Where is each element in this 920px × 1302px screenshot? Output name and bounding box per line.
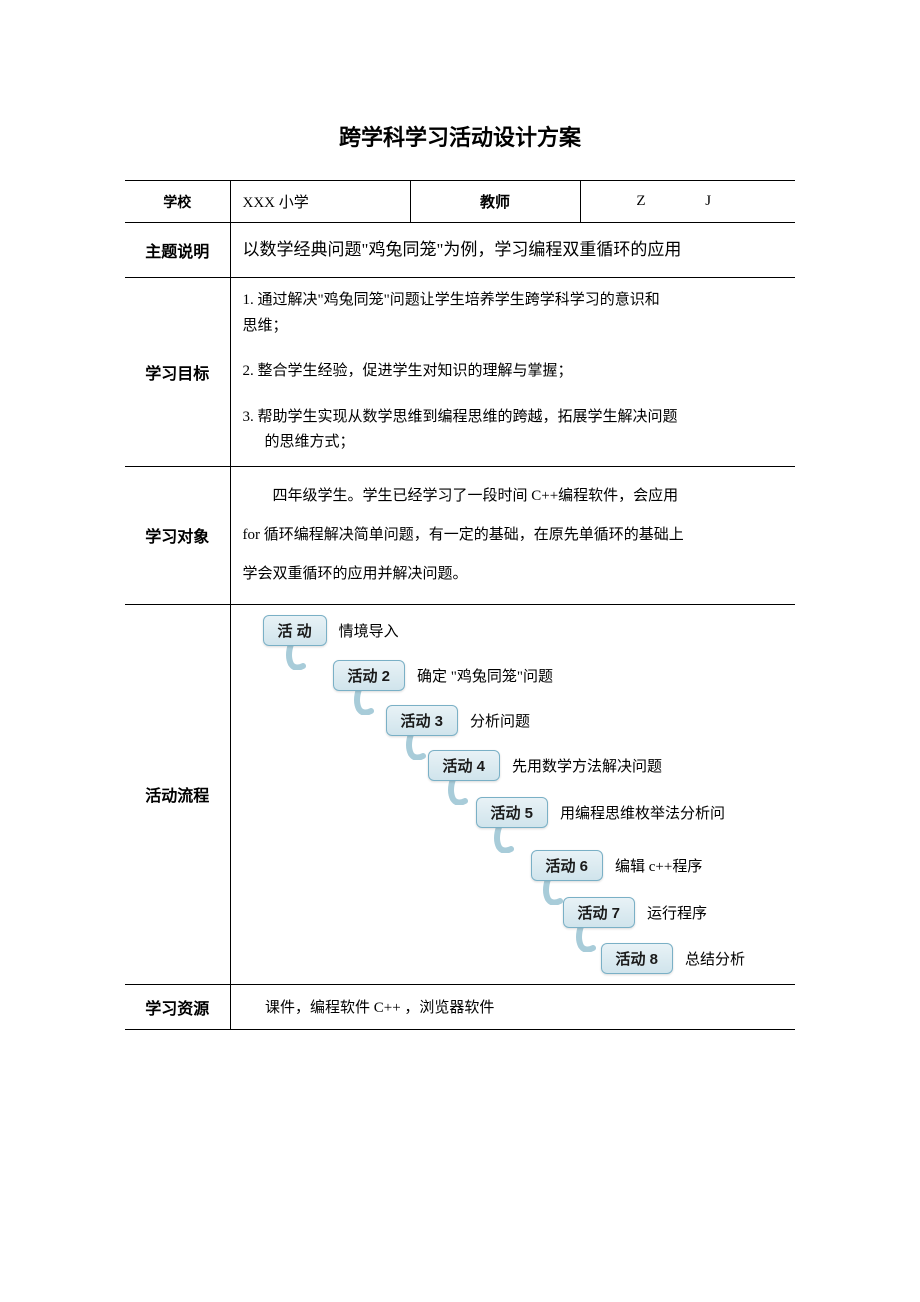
topic-text: 以数学经典问题"鸡兔同笼"为例，学习编程双重循环的应用 <box>230 223 795 278</box>
audience-label: 学习对象 <box>125 466 230 604</box>
flow-connector-3 <box>403 732 427 760</box>
flow-step-box-2: 活动 2 <box>333 660 406 691</box>
row-topic: 主题说明 以数学经典问题"鸡兔同笼"为例，学习编程双重循环的应用 <box>125 223 795 278</box>
school-label: 学校 <box>125 181 230 223</box>
flow-connector-4 <box>445 777 469 805</box>
flow-step-box-4: 活动 4 <box>428 750 501 781</box>
audience-line1: 四年级学生。学生已经学习了一段时间 C++编程软件，会应用 <box>273 488 679 504</box>
audience-content: 四年级学生。学生已经学习了一段时间 C++编程软件，会应用 for 循环编程解决… <box>230 466 795 604</box>
flow-step-8: 活动 8 总结分析 <box>601 943 746 974</box>
audience-line3: 学会双重循环的应用并解决问题。 <box>243 555 784 594</box>
flow-step-box-3: 活动 3 <box>386 705 459 736</box>
goals-content: 1. 通过解决"鸡兔同笼"问题让学生培养学生跨学科学习的意识和 思维； 2. 整… <box>230 278 795 467</box>
flow-connector-1 <box>283 642 307 670</box>
flow-step-box-5: 活动 5 <box>476 797 549 828</box>
goal-item-1: 1. 通过解决"鸡兔同笼"问题让学生培养学生跨学科学习的意识和 思维； <box>243 288 784 339</box>
flow-step-label-3: 分析问题 <box>470 710 530 731</box>
row-goals: 学习目标 1. 通过解决"鸡兔同笼"问题让学生培养学生跨学科学习的意识和 思维；… <box>125 278 795 467</box>
flow-step-label-6: 编辑 c++程序 <box>615 855 702 876</box>
flow-content: 活 动情境导入活动 2 确定 "鸡兔同笼"问题活动 3 分析问题活动 4 先用数学方法… <box>230 604 795 984</box>
flow-step-box-6: 活动 6 <box>531 850 604 881</box>
flow-diagram: 活 动情境导入活动 2 确定 "鸡兔同笼"问题活动 3 分析问题活动 4 先用数学方法… <box>243 615 784 974</box>
flow-connector-2 <box>351 687 375 715</box>
goal-item-2: 2. 整合学生经验，促进学生对知识的理解与掌握； <box>243 359 784 385</box>
flow-step-label-2: 确定 "鸡兔同笼"问题 <box>417 665 553 686</box>
row-audience: 学习对象 四年级学生。学生已经学习了一段时间 C++编程软件，会应用 for 循… <box>125 466 795 604</box>
teacher-value: Z J <box>580 181 795 223</box>
audience-line2: for 循环编程解决简单问题，有一定的基础，在原先单循环的基础上 <box>243 516 784 555</box>
flow-step-6: 活动 6 编辑 c++程序 <box>531 850 703 881</box>
row-flow: 活动流程 活 动情境导入活动 2 确定 "鸡兔同笼"问题活动 3 分析问题活动 4 先… <box>125 604 795 984</box>
topic-label: 主题说明 <box>125 223 230 278</box>
flow-step-label-8: 总结分析 <box>685 948 745 969</box>
flow-step-4: 活动 4 先用数学方法解决问题 <box>428 750 663 781</box>
flow-step-label-1: 情境导入 <box>339 620 399 641</box>
design-table: 学校 XXX 小学 教师 Z J 主题说明 以数学经典问题"鸡兔同笼"为例，学习… <box>125 180 795 1030</box>
resources-label: 学习资源 <box>125 984 230 1029</box>
flow-step-label-7: 运行程序 <box>647 902 707 923</box>
flow-step-3: 活动 3 分析问题 <box>386 705 531 736</box>
teacher-label: 教师 <box>410 181 580 223</box>
resources-text: 课件，编程软件 C++ ，浏览器软件 <box>230 984 795 1029</box>
flow-connector-6 <box>540 877 564 905</box>
goal-item-3: 3. 帮助学生实现从数学思维到编程思维的跨越，拓展学生解决问题 的思维方式； <box>243 405 784 456</box>
flow-step-2: 活动 2 确定 "鸡兔同笼"问题 <box>333 660 554 691</box>
flow-step-7: 活动 7 运行程序 <box>563 897 708 928</box>
flow-step-box-1: 活 动 <box>263 615 327 646</box>
flow-step-5: 活动 5 用编程思维枚举法分析问 <box>476 797 726 828</box>
document-title: 跨学科学习活动设计方案 <box>125 120 795 152</box>
row-school: 学校 XXX 小学 教师 Z J <box>125 181 795 223</box>
flow-step-box-7: 活动 7 <box>563 897 636 928</box>
school-value: XXX 小学 <box>230 181 410 223</box>
flow-connector-5 <box>491 825 515 853</box>
flow-label: 活动流程 <box>125 604 230 984</box>
flow-step-1: 活 动情境导入 <box>263 615 399 646</box>
row-resources: 学习资源 课件，编程软件 C++ ，浏览器软件 <box>125 984 795 1029</box>
goals-label: 学习目标 <box>125 278 230 467</box>
flow-step-label-5: 用编程思维枚举法分析问 <box>560 802 725 823</box>
flow-step-label-4: 先用数学方法解决问题 <box>512 755 662 776</box>
flow-step-box-8: 活动 8 <box>601 943 674 974</box>
flow-connector-7 <box>573 924 597 952</box>
